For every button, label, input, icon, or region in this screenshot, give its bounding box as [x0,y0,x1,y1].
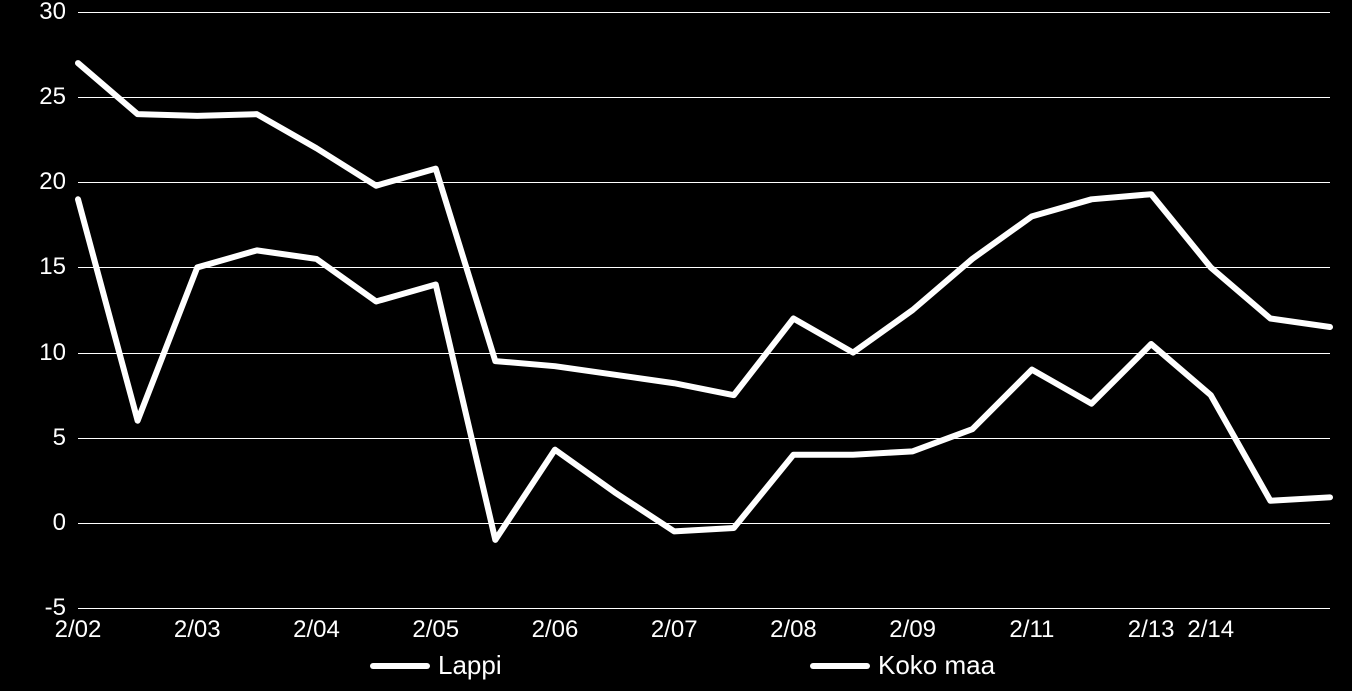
legend-label: Koko maa [878,650,995,681]
x-axis-tick-label: 2/03 [174,616,221,644]
legend-item: Koko maa [810,650,995,681]
gridline [78,523,1330,524]
legend-swatch [370,663,430,669]
x-axis-tick-label: 2/13 [1128,616,1175,644]
gridline [78,608,1330,609]
x-axis-tick-label: 2/05 [412,616,459,644]
x-axis-tick-label: 2/11 [1009,616,1054,644]
y-axis-tick-label: 25 [39,83,66,111]
gridline [78,353,1330,354]
x-axis-tick-label: 2/09 [889,616,936,644]
gridline [78,438,1330,439]
gridline [78,12,1330,13]
x-axis-tick-label: 2/08 [770,616,817,644]
legend-swatch [810,663,870,669]
gridline [78,182,1330,183]
gridline [78,267,1330,268]
y-axis-tick-label: 30 [39,0,66,26]
x-axis-tick-label: 2/02 [55,616,102,644]
chart-svg [0,0,1352,691]
legend-item: Lappi [370,650,502,681]
x-axis-tick-label: 2/07 [651,616,698,644]
x-axis-tick-label: 2/06 [532,616,579,644]
series-line-koko-maa [78,199,1330,540]
y-axis-tick-label: 0 [53,509,66,537]
x-axis-tick-label: 2/04 [293,616,340,644]
gridline [78,97,1330,98]
y-axis-tick-label: 5 [53,424,66,452]
series-line-lappi [78,63,1330,395]
legend-label: Lappi [438,650,502,681]
line-chart: -50510152025302/022/032/042/052/062/072/… [0,0,1352,691]
y-axis-tick-label: 20 [39,168,66,196]
x-axis-tick-label: 2/14 [1187,616,1234,644]
y-axis-tick-label: 15 [39,253,66,281]
y-axis-tick-label: 10 [39,339,66,367]
